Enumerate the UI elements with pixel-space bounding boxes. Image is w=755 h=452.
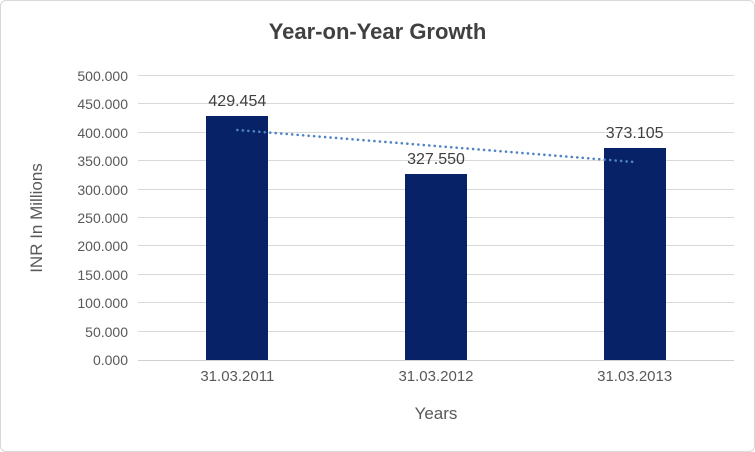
y-tick-label: 250.000 bbox=[77, 210, 128, 226]
y-tick-label: 300.000 bbox=[77, 181, 128, 198]
bar-31.03.2013 bbox=[603, 148, 666, 360]
gridline bbox=[138, 160, 734, 162]
x-axis-line bbox=[138, 360, 734, 361]
y-tick-label: 150.000 bbox=[77, 266, 128, 283]
x-tick-label: 31.03.2011 bbox=[200, 368, 275, 385]
y-tick-label: 0.000 bbox=[92, 352, 128, 368]
data-label: 373.105 bbox=[605, 125, 664, 143]
trendline bbox=[236, 128, 636, 164]
plot-area: 429.454 327.550 373.105 bbox=[138, 75, 734, 361]
gridline bbox=[138, 131, 734, 133]
trendline-path bbox=[236, 128, 636, 164]
y-tick-label: 500.000 bbox=[77, 68, 128, 84]
bar-31.03.2012 bbox=[405, 173, 467, 360]
y-tick-label: 350.000 bbox=[77, 153, 128, 170]
chart-title: Year-on-Year Growth bbox=[268, 19, 487, 44]
y-tick-label: 200.000 bbox=[77, 238, 128, 255]
gridline bbox=[138, 103, 734, 105]
x-axis-title: Years bbox=[414, 404, 458, 423]
y-tick-label: 100.000 bbox=[77, 295, 128, 312]
data-label: 429.454 bbox=[208, 93, 267, 111]
bar-31.03.2011 bbox=[206, 116, 269, 360]
y-tick-label: 400.000 bbox=[77, 124, 128, 141]
data-label: 327.550 bbox=[407, 150, 465, 168]
x-tick-label: 31.03.2012 bbox=[398, 368, 474, 385]
gridline bbox=[138, 75, 734, 76]
x-tick-label: 31.03.2013 bbox=[597, 368, 673, 385]
y-tick-label: 50.000 bbox=[85, 323, 128, 340]
y-tick-label: 450.000 bbox=[77, 96, 128, 113]
